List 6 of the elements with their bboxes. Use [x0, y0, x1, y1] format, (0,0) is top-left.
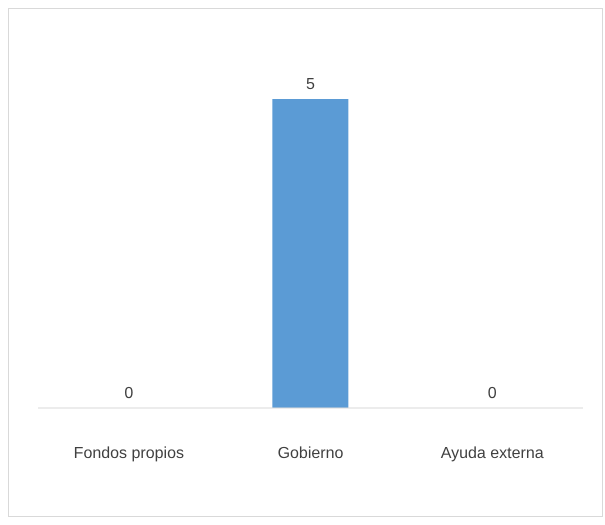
x-tick-label: Gobierno	[278, 445, 344, 462]
data-label: 0	[488, 385, 497, 402]
data-label: 5	[306, 76, 316, 93]
x-tick-label: Ayuda externa	[440, 445, 544, 462]
data-label: 0	[124, 385, 134, 402]
x-tick-label: Fondos propios	[74, 445, 184, 462]
